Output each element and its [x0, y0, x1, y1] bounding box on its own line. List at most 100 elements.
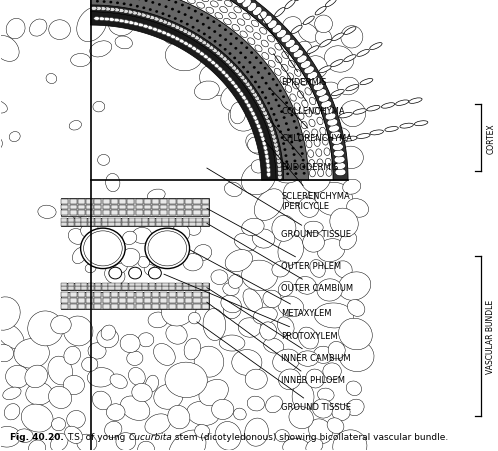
- Ellipse shape: [182, 30, 188, 34]
- Ellipse shape: [138, 257, 149, 268]
- Ellipse shape: [263, 290, 281, 308]
- Ellipse shape: [290, 95, 296, 102]
- Circle shape: [212, 21, 215, 24]
- Circle shape: [281, 137, 284, 140]
- Bar: [78, 205, 85, 210]
- Circle shape: [268, 88, 271, 91]
- Bar: [189, 283, 196, 286]
- Ellipse shape: [114, 19, 120, 23]
- Circle shape: [284, 155, 287, 157]
- Ellipse shape: [109, 8, 115, 12]
- Ellipse shape: [187, 0, 195, 5]
- Circle shape: [300, 146, 303, 149]
- Circle shape: [224, 39, 227, 42]
- Ellipse shape: [179, 40, 184, 44]
- Ellipse shape: [199, 52, 205, 57]
- Ellipse shape: [221, 14, 238, 35]
- Circle shape: [174, 2, 177, 5]
- Bar: [119, 199, 126, 204]
- Ellipse shape: [304, 131, 310, 139]
- Circle shape: [214, 41, 217, 44]
- Ellipse shape: [105, 421, 122, 437]
- Ellipse shape: [295, 0, 305, 2]
- Ellipse shape: [290, 127, 318, 155]
- Bar: [61, 205, 68, 210]
- Ellipse shape: [187, 401, 220, 425]
- Ellipse shape: [228, 78, 232, 83]
- Ellipse shape: [309, 419, 332, 443]
- Ellipse shape: [339, 147, 364, 169]
- Bar: [202, 299, 209, 303]
- Ellipse shape: [274, 146, 279, 152]
- Ellipse shape: [332, 138, 342, 145]
- Circle shape: [293, 154, 296, 156]
- Circle shape: [259, 62, 262, 65]
- Ellipse shape: [154, 384, 183, 410]
- Bar: [127, 304, 134, 309]
- Circle shape: [229, 43, 232, 46]
- Bar: [194, 299, 201, 303]
- Ellipse shape: [137, 441, 154, 451]
- Circle shape: [285, 161, 288, 164]
- Ellipse shape: [222, 57, 227, 62]
- Ellipse shape: [170, 36, 176, 40]
- Ellipse shape: [278, 235, 304, 266]
- Circle shape: [264, 97, 267, 100]
- Ellipse shape: [310, 78, 321, 86]
- Ellipse shape: [344, 137, 357, 142]
- Bar: [169, 219, 175, 222]
- Ellipse shape: [251, 33, 269, 46]
- Ellipse shape: [229, 41, 246, 55]
- Circle shape: [184, 14, 187, 17]
- Bar: [88, 219, 94, 222]
- Bar: [196, 219, 202, 222]
- Bar: [109, 219, 115, 222]
- Ellipse shape: [339, 340, 374, 372]
- Bar: [127, 299, 134, 303]
- Ellipse shape: [197, 3, 205, 9]
- Ellipse shape: [334, 150, 344, 157]
- Bar: [95, 304, 102, 309]
- Ellipse shape: [274, 9, 285, 18]
- Bar: [185, 199, 192, 204]
- Ellipse shape: [51, 418, 66, 431]
- Ellipse shape: [254, 189, 284, 221]
- Ellipse shape: [303, 17, 314, 26]
- Ellipse shape: [301, 164, 331, 193]
- Bar: [109, 222, 115, 226]
- Ellipse shape: [46, 74, 57, 84]
- Ellipse shape: [414, 121, 428, 126]
- Bar: [95, 205, 102, 210]
- Ellipse shape: [223, 283, 239, 296]
- Ellipse shape: [229, 275, 243, 289]
- Polygon shape: [91, 0, 348, 181]
- Ellipse shape: [275, 44, 282, 51]
- Ellipse shape: [270, 130, 275, 136]
- Bar: [185, 299, 192, 303]
- Bar: [176, 283, 182, 286]
- Bar: [183, 219, 189, 222]
- Text: INNER CAMBIUM: INNER CAMBIUM: [207, 288, 351, 362]
- Circle shape: [246, 71, 249, 74]
- Ellipse shape: [304, 222, 323, 234]
- Text: T.S. of young: T.S. of young: [67, 432, 128, 441]
- Ellipse shape: [251, 112, 255, 117]
- Ellipse shape: [245, 82, 250, 87]
- Circle shape: [285, 102, 288, 105]
- Ellipse shape: [289, 406, 313, 429]
- Bar: [177, 205, 184, 210]
- Bar: [185, 205, 192, 210]
- Bar: [136, 304, 143, 309]
- Ellipse shape: [323, 107, 334, 115]
- Ellipse shape: [88, 240, 104, 255]
- Bar: [78, 304, 85, 309]
- Circle shape: [192, 27, 195, 29]
- Bar: [202, 199, 209, 204]
- Ellipse shape: [259, 28, 267, 35]
- Bar: [75, 219, 81, 222]
- Bar: [144, 205, 151, 210]
- Ellipse shape: [262, 53, 269, 60]
- Ellipse shape: [258, 129, 262, 133]
- Ellipse shape: [212, 49, 217, 54]
- Ellipse shape: [338, 78, 359, 96]
